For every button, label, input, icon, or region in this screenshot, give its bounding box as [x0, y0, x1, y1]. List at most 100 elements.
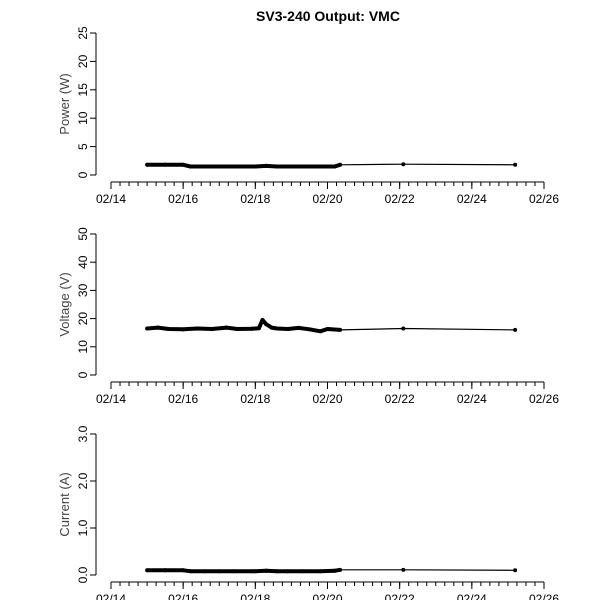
power-x-tick-label: 02/20	[312, 192, 342, 206]
power-y-tick-label: 0	[76, 171, 90, 178]
power-y-tick-label: 25	[76, 26, 90, 40]
power-data-point	[401, 162, 406, 167]
power-data-point	[145, 162, 150, 167]
voltage-data-point	[210, 327, 215, 332]
power-x-tick-label: 02/22	[385, 192, 415, 206]
current-x-tick-label: 02/26	[529, 592, 559, 600]
current-data-point	[253, 569, 258, 574]
power-y-tick-label: 10	[76, 111, 90, 125]
power-y-tick-label: 15	[76, 83, 90, 97]
power-data-point	[231, 164, 236, 169]
voltage-data-point	[325, 327, 330, 332]
current-data-point	[300, 569, 305, 574]
power-data-point	[300, 164, 305, 169]
power-data-point	[285, 164, 290, 169]
power-data-point	[188, 164, 193, 169]
voltage-x-tick-label: 02/16	[168, 392, 198, 406]
power-x-tick-label: 02/16	[168, 192, 198, 206]
voltage-x-tick-label: 02/20	[312, 392, 342, 406]
current-x-tick-label: 02/18	[240, 592, 270, 600]
current-data-point	[145, 568, 150, 573]
current-x-tick-label: 02/22	[385, 592, 415, 600]
current-y-tick-label: 2.0	[76, 472, 90, 489]
power-data-point	[217, 164, 222, 169]
power-x-tick-label: 02/14	[96, 192, 126, 206]
power-data-point	[202, 164, 207, 169]
voltage-data-point	[235, 327, 240, 332]
power-data-point	[274, 164, 279, 169]
power-x-tick-label: 02/18	[240, 192, 270, 206]
voltage-y-tick-label: 50	[76, 227, 90, 241]
power-x-tick-label: 02/24	[457, 192, 487, 206]
voltage-x-tick-label: 02/22	[385, 392, 415, 406]
voltage-data-point	[338, 327, 343, 332]
voltage-data-point	[145, 326, 150, 331]
current-data-point	[513, 568, 518, 573]
power-y-tick-label: 5	[76, 143, 90, 150]
current-panel: 0.0 1.0 2.0 3.0 Current (A) 02/14 02/16 02/18 02…	[57, 425, 559, 600]
chart-title: SV3-240 Output: VMC	[256, 8, 400, 24]
voltage-y-tick-label: 30	[76, 283, 90, 297]
current-data-point	[332, 568, 337, 573]
voltage-data-point	[285, 327, 290, 332]
voltage-data-point	[249, 326, 254, 331]
current-x-tick-label: 02/20	[312, 592, 342, 600]
voltage-data-point	[513, 327, 518, 332]
power-data-point	[181, 162, 186, 167]
voltage-x-tick-label: 02/18	[240, 392, 270, 406]
power-data-point	[163, 162, 168, 167]
voltage-y-tick-label: 0	[76, 371, 90, 378]
voltage-y-tick-label: 40	[76, 255, 90, 269]
current-x-tick-label: 02/24	[457, 592, 487, 600]
current-data-point	[318, 569, 323, 574]
current-data-point	[274, 569, 279, 574]
voltage-y-axis-label: Voltage (V)	[57, 272, 72, 336]
voltage-y-tick-label: 10	[76, 340, 90, 354]
power-y-axis-label: Power (W)	[57, 73, 72, 134]
voltage-x-tick-label: 02/14	[96, 392, 126, 406]
power-data-point	[332, 164, 337, 169]
power-data-point	[318, 164, 323, 169]
voltage-data-point	[155, 325, 160, 330]
voltage-panel: 0 10 20 30 40 50 Voltage (V) 02/14 02/16 02/18 02/…	[57, 227, 559, 406]
voltage-x-tick-label: 02/26	[529, 392, 559, 406]
power-x-tick-label: 02/26	[529, 192, 559, 206]
current-data-point	[188, 569, 193, 574]
power-data-point	[249, 164, 254, 169]
voltage-data-point	[256, 326, 261, 331]
current-data-point	[163, 568, 168, 573]
voltage-data-point	[181, 327, 186, 332]
voltage-data-point	[269, 325, 274, 330]
current-data-point	[338, 567, 343, 572]
voltage-data-point	[224, 325, 229, 330]
power-y-tick-label: 20	[76, 54, 90, 68]
current-y-tick-label: 1.0	[76, 519, 90, 536]
current-dense-markers	[147, 567, 341, 574]
voltage-data-point	[307, 327, 312, 332]
voltage-y-tick-label: 20	[76, 312, 90, 326]
current-data-point	[249, 569, 254, 574]
power-dense-markers	[147, 162, 341, 169]
power-data-point	[338, 162, 343, 167]
voltage-data-point	[296, 325, 301, 330]
voltage-data-point	[195, 326, 200, 331]
current-y-tick-label: 0.0	[76, 566, 90, 583]
current-y-tick-label: 3.0	[76, 425, 90, 442]
current-data-point	[285, 569, 290, 574]
current-data-point	[264, 568, 269, 573]
current-y-axis-label: Current (A)	[57, 472, 72, 536]
voltage-data-point	[401, 326, 406, 331]
voltage-data-point	[166, 327, 171, 332]
power-data-point	[513, 162, 518, 167]
current-data-point	[202, 569, 207, 574]
voltage-data-point	[260, 318, 265, 323]
power-data-point	[253, 164, 258, 169]
power-panel: 0 5 10 15 20 25 Power (W) 02/14 02/16 02/18 02/20 0…	[57, 26, 559, 206]
current-x-tick-label: 02/16	[168, 592, 198, 600]
voltage-data-point	[264, 322, 269, 327]
voltage-data-point	[318, 329, 323, 334]
current-data-point	[181, 568, 186, 573]
current-x-tick-label: 02/14	[96, 592, 126, 600]
current-data-point	[231, 569, 236, 574]
